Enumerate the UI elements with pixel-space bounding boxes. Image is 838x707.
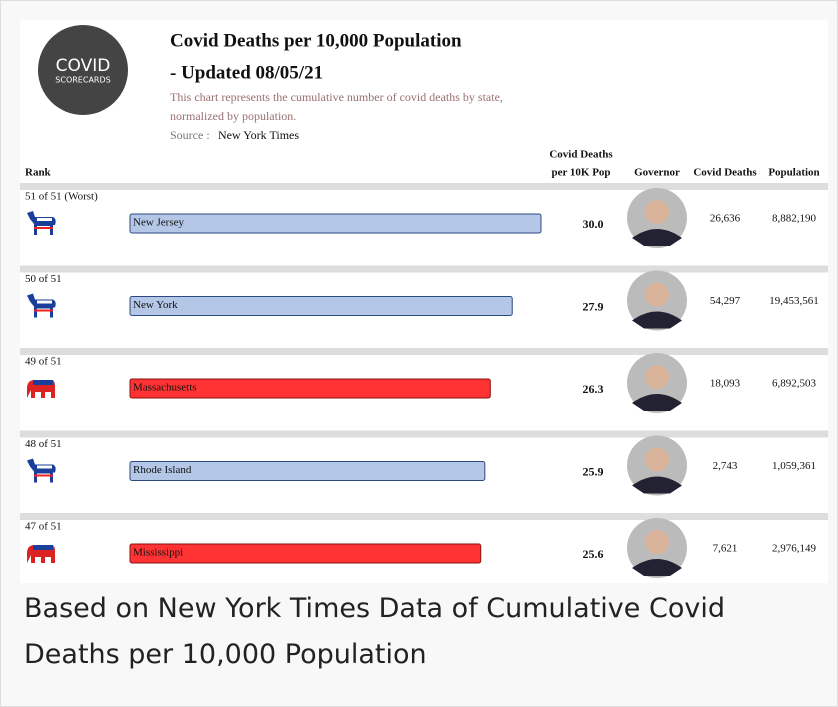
deaths: 54,297	[710, 295, 741, 307]
stripe	[33, 545, 53, 550]
bar	[129, 296, 513, 316]
logo	[38, 25, 128, 115]
column-header: Rank	[25, 167, 52, 179]
bar	[129, 378, 491, 399]
title: - Updated 08/05/21	[170, 62, 323, 83]
column-header: Population	[768, 167, 819, 179]
population: 8,882,190	[772, 213, 817, 225]
separator	[20, 513, 828, 520]
caption: Based on New York Times Data of Cumulati…	[24, 593, 725, 670]
governor-suit	[632, 559, 682, 576]
governor-face	[645, 447, 669, 472]
stripe	[37, 300, 52, 304]
separator	[20, 430, 828, 438]
value-label: 27.9	[583, 299, 604, 313]
bar-label: Massachusetts	[133, 382, 197, 394]
rank: 47 of 51	[25, 521, 62, 533]
source: New York Times	[218, 128, 299, 142]
stripe	[37, 218, 52, 221]
source-label: Source :	[170, 128, 210, 142]
bar-label: Mississippi	[133, 547, 183, 559]
party-icon	[27, 458, 56, 483]
value-label: 25.9	[583, 464, 604, 478]
governor-face	[645, 282, 669, 307]
column-header: Covid Deaths	[549, 149, 613, 161]
column-header: Covid Deaths	[693, 167, 757, 179]
rank: 49 of 51	[25, 356, 62, 368]
rank: 48 of 51	[25, 438, 62, 450]
value-label: 25.6	[583, 547, 604, 561]
party-icon	[27, 545, 55, 563]
bar	[129, 461, 486, 481]
bar-label: New York	[133, 299, 178, 311]
logo-text: SCORECARDS	[55, 76, 110, 85]
subtitle: This chart represents the cumulative num…	[170, 90, 503, 104]
governor-face	[645, 365, 669, 389]
rank: 51 of 51 (Worst)	[25, 191, 98, 203]
bar	[129, 213, 542, 234]
rank: 50 of 51	[25, 273, 62, 285]
value-label: 30.0	[583, 217, 604, 231]
governor-suit	[632, 394, 682, 411]
governor-suit	[632, 476, 682, 494]
party-icon	[27, 293, 56, 318]
deaths: 7,621	[713, 543, 738, 555]
population: 19,453,561	[769, 295, 819, 307]
bar-label: Rhode Island	[133, 464, 192, 476]
separator	[20, 183, 828, 190]
deaths: 26,636	[710, 213, 741, 225]
population: 1,059,361	[772, 460, 816, 472]
governor-suit	[632, 229, 682, 246]
party-icon	[27, 380, 55, 398]
governor-face	[645, 200, 669, 224]
party-icon	[27, 211, 56, 235]
title: Covid Deaths per 10,000 Population	[170, 30, 462, 51]
governor-suit	[632, 311, 682, 329]
value-label: 26.3	[583, 382, 604, 396]
governor-face	[645, 530, 669, 554]
stripe	[33, 380, 53, 385]
deaths: 18,093	[710, 378, 741, 390]
bar	[129, 543, 482, 564]
population: 6,892,503	[772, 378, 817, 390]
deaths: 2,743	[713, 460, 738, 472]
separator	[20, 265, 828, 273]
separator	[20, 348, 828, 355]
bar-label: New Jersey	[133, 217, 185, 229]
subtitle: normalized by population.	[170, 109, 296, 123]
population: 2,976,149	[772, 543, 817, 555]
column-header: Governor	[634, 167, 680, 179]
stripe	[37, 465, 52, 469]
logo-text: COVID	[56, 56, 111, 76]
column-header: per 10K Pop	[551, 167, 610, 179]
